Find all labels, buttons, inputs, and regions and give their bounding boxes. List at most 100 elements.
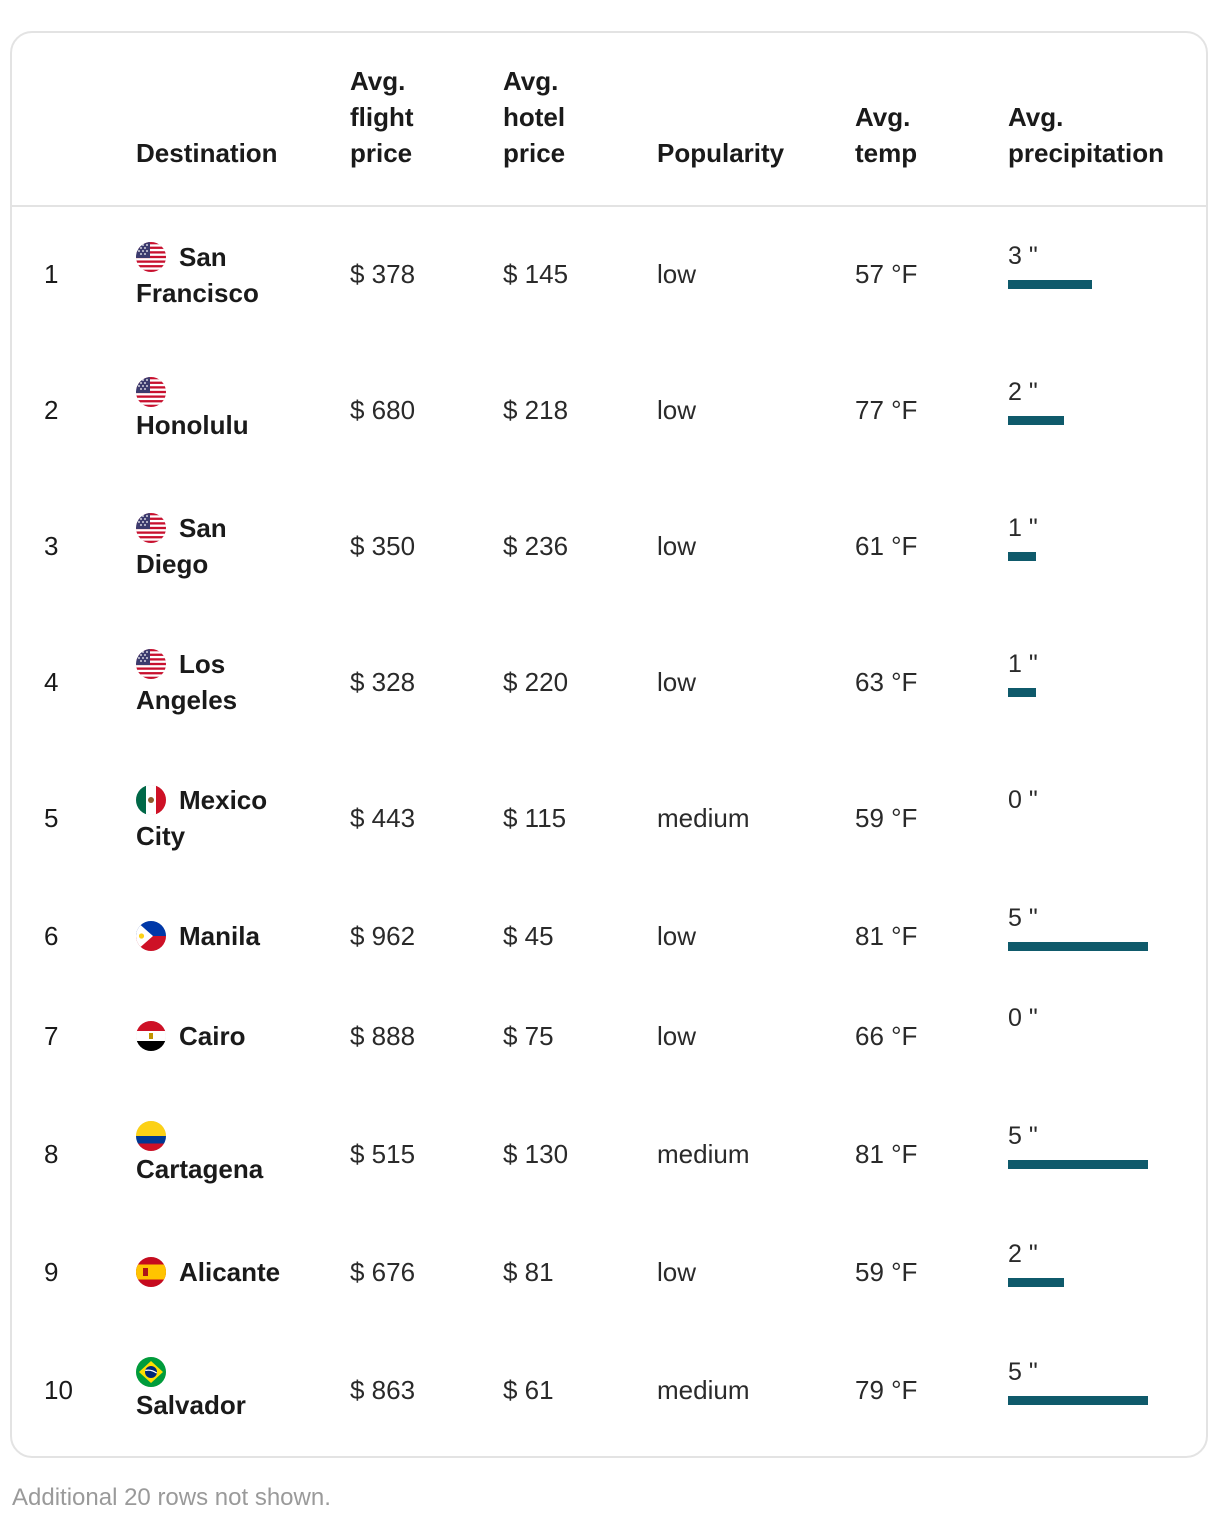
precipitation-value: 1 ": [1008, 513, 1038, 542]
hotel-price-cell: $ 61: [503, 1374, 554, 1405]
destination-name-part1: Los: [179, 649, 226, 679]
colombia-flag-icon: [136, 1121, 166, 1151]
destination-name-part1: Alicante: [179, 1257, 281, 1287]
rank-cell: 5: [44, 802, 59, 833]
precipitation-value: 1 ": [1008, 649, 1038, 678]
table-header-row: Destination Avg. flight price Avg. hotel…: [12, 33, 1206, 206]
us-flag-icon: [136, 241, 166, 272]
temp-cell: 59 °F: [855, 1256, 918, 1287]
popularity-header[interactable]: Popularity: [657, 138, 785, 168]
flight-price-cell: $ 888: [350, 1020, 416, 1051]
flight-price-cell: $ 328: [350, 666, 416, 697]
popularity-cell: low: [657, 666, 697, 697]
table-row-4[interactable]: 4 Los Angeles $ 328 $ 220 low 63 °F 1 ": [12, 614, 1206, 750]
hotel-price-cell: $ 81: [503, 1256, 554, 1287]
precipitation-value: 2 ": [1008, 1239, 1038, 1268]
precipitation-cell: 0 ": [1008, 750, 1206, 886]
destination-cell: Mexico City: [136, 750, 350, 886]
table-row-10[interactable]: 10 Salvador $ 863 $ 61 medium 79 °F 5 ": [12, 1322, 1206, 1456]
precipitation-cell: 5 ": [1008, 1322, 1206, 1456]
rank-cell: 10: [44, 1374, 73, 1405]
flight-price-cell: $ 443: [350, 802, 416, 833]
precipitation-bar: [1008, 1395, 1148, 1405]
hotel-price-cell: $ 236: [503, 530, 569, 561]
brazil-flag-icon: [136, 1357, 166, 1387]
precipitation-bar: [1008, 1159, 1148, 1169]
rows-hidden-footnote: Additional 20 rows not shown.: [12, 1484, 331, 1511]
destination-cell: San Diego: [136, 478, 350, 614]
precipitation-bar: [1008, 687, 1036, 697]
precipitation-bar: [1008, 551, 1036, 561]
hotel-price-header[interactable]: Avg. hotel price: [503, 66, 566, 168]
precipitation-cell: 1 ": [1008, 478, 1206, 614]
hotel-price-cell: $ 115: [503, 802, 567, 833]
flight-price-header[interactable]: Avg. flight price: [350, 66, 414, 168]
temp-cell: 57 °F: [855, 259, 918, 289]
destination-cell: San Francisco: [136, 206, 350, 342]
popularity-cell: medium: [657, 1374, 750, 1405]
destination-header[interactable]: Destination: [136, 138, 278, 168]
popularity-cell: low: [657, 1020, 697, 1051]
flight-price-cell: $ 676: [350, 1256, 416, 1287]
precipitation-bar: [1008, 1277, 1064, 1287]
precipitation-bar: [1008, 415, 1064, 425]
philippines-flag-icon: [136, 921, 166, 951]
table-row-8[interactable]: 8 Cartagena $ 515 $ 130 medium 81 °F 5 ": [12, 1086, 1206, 1222]
temp-header[interactable]: Avg. temp: [855, 102, 918, 168]
rank-cell: 1: [44, 259, 59, 289]
us-flag-icon: [136, 377, 166, 407]
precipitation-cell: 2 ": [1008, 342, 1206, 478]
table-row-9[interactable]: 9 Alicante $ 676 $ 81 low 59 °F 2 ": [12, 1222, 1206, 1322]
precipitation-value: 5 ": [1008, 1357, 1038, 1386]
temp-cell: 59 °F: [855, 802, 918, 833]
hotel-price-cell: $ 145: [503, 259, 569, 289]
precipitation-cell: 5 ": [1008, 886, 1206, 986]
precipitation-header[interactable]: Avg. precipitation: [1008, 102, 1165, 168]
table-row-2[interactable]: 2 Honolulu $ 680 $ 218 low 77 °F 2 ": [12, 342, 1206, 478]
spain-flag-icon: [136, 1257, 166, 1287]
flight-price-cell: $ 515: [350, 1138, 416, 1169]
flight-price-cell: $ 863: [350, 1374, 416, 1405]
precipitation-cell: 3 ": [1008, 206, 1206, 342]
table-row-6[interactable]: 6 Manila $ 962 $ 45 low 81 °F 5 ": [12, 886, 1206, 986]
hotel-price-cell: $ 130: [503, 1138, 569, 1169]
egypt-flag-icon: [136, 1021, 166, 1051]
temp-cell: 81 °F: [855, 920, 918, 951]
temp-cell: 63 °F: [855, 666, 918, 697]
popularity-cell: low: [657, 1256, 697, 1287]
destination-name-part2: City: [136, 821, 186, 851]
temp-cell: 77 °F: [855, 394, 918, 425]
rank-cell: 8: [44, 1138, 59, 1169]
rank-header: [12, 33, 136, 206]
precipitation-cell: 2 ": [1008, 1222, 1206, 1322]
table-row-5[interactable]: 5 Mexico City $ 443 $ 115 medium 59 °F 0…: [12, 750, 1206, 886]
destination-name-part1: San: [179, 241, 227, 272]
popularity-cell: low: [657, 920, 697, 951]
temp-cell: 79 °F: [855, 1374, 918, 1405]
precipitation-value: 5 ": [1008, 903, 1038, 932]
destination-name-part2: Francisco: [136, 277, 259, 308]
destination-cell: Cartagena: [136, 1086, 350, 1222]
flight-price-cell: $ 962: [350, 920, 416, 951]
destination-cell: Alicante: [136, 1222, 350, 1322]
popularity-cell: medium: [657, 802, 750, 833]
flight-price-cell: $ 378: [350, 259, 416, 289]
flight-price-cell: $ 680: [350, 394, 416, 425]
destination-name-part1: Cairo: [179, 1021, 246, 1051]
us-flag-icon: [136, 649, 166, 679]
precipitation-cell: 5 ": [1008, 1086, 1206, 1222]
hotel-price-cell: $ 45: [503, 920, 554, 951]
rank-cell: 6: [44, 920, 59, 951]
destination-name-part2: Angeles: [136, 685, 238, 715]
precipitation-value: 5 ": [1008, 1121, 1038, 1150]
precipitation-value: 3 ": [1008, 242, 1038, 270]
destination-name-part1: Manila: [179, 921, 260, 951]
hotel-price-cell: $ 218: [503, 394, 569, 425]
popularity-cell: low: [657, 530, 697, 561]
table-row-3[interactable]: 3 San Diego $ 350 $ 236 low 61 °F 1 ": [12, 478, 1206, 614]
precipitation-bar: [1008, 941, 1148, 951]
precipitation-value: 0 ": [1008, 785, 1038, 814]
table-row-1[interactable]: 1 San Francisco $ 378 $ 145 low 57 °F 3 …: [12, 206, 1206, 342]
table-row-7[interactable]: 7 Cairo $ 888 $ 75 low 66 °F 0 ": [12, 986, 1206, 1086]
flight-price-cell: $ 350: [350, 530, 416, 561]
